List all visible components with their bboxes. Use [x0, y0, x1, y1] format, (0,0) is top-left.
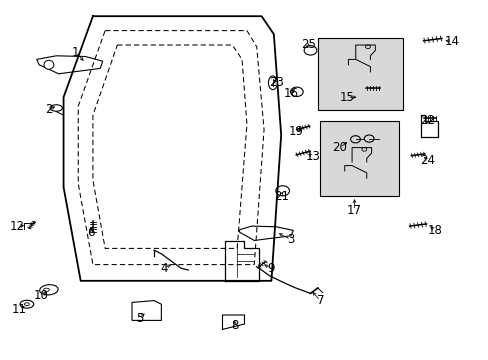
Text: 5: 5 — [135, 312, 143, 325]
Text: 9: 9 — [267, 262, 275, 275]
Ellipse shape — [44, 60, 54, 69]
Text: 4: 4 — [160, 262, 167, 275]
Text: 7: 7 — [316, 294, 324, 307]
Text: 21: 21 — [273, 190, 288, 203]
Bar — [320, 121, 398, 196]
Text: 13: 13 — [305, 150, 320, 163]
Text: 11: 11 — [12, 303, 27, 316]
Text: 16: 16 — [283, 87, 298, 100]
Text: 8: 8 — [230, 319, 238, 332]
Text: 1: 1 — [72, 46, 80, 59]
Text: 3: 3 — [286, 233, 294, 246]
Text: 18: 18 — [427, 224, 442, 237]
Text: 2: 2 — [45, 103, 53, 116]
Text: 22: 22 — [420, 114, 434, 127]
Text: 6: 6 — [86, 226, 94, 239]
Text: 14: 14 — [444, 35, 459, 48]
Text: 10: 10 — [34, 289, 49, 302]
Ellipse shape — [268, 76, 277, 90]
Text: 23: 23 — [268, 76, 283, 89]
Bar — [317, 38, 403, 110]
Text: 17: 17 — [346, 204, 361, 217]
Text: 19: 19 — [288, 125, 303, 138]
Text: 12: 12 — [10, 220, 24, 233]
Text: 25: 25 — [300, 39, 315, 51]
Text: 15: 15 — [339, 91, 354, 104]
Text: 24: 24 — [420, 154, 434, 167]
Text: 20: 20 — [332, 141, 346, 154]
